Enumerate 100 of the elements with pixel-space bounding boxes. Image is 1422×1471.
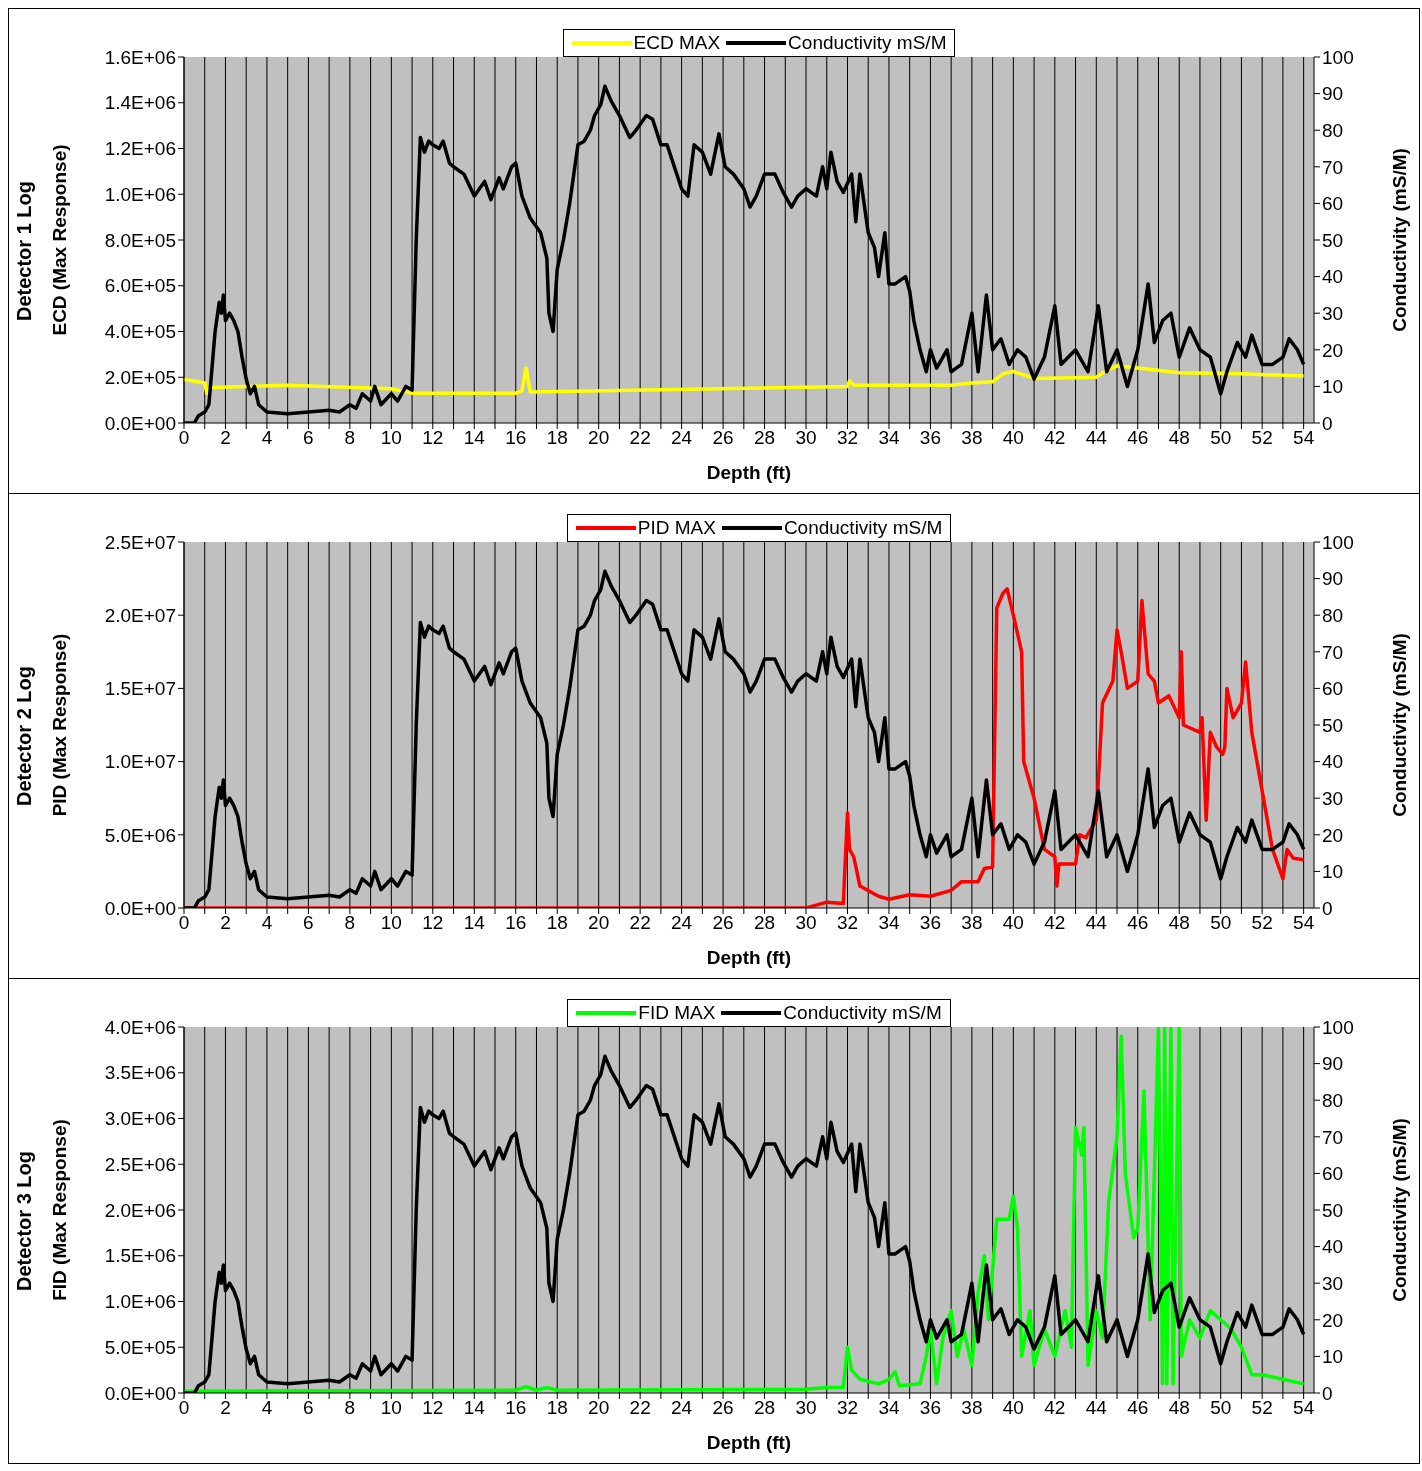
x-tick-label: 16 xyxy=(505,427,527,449)
x-tick-label: 24 xyxy=(671,912,693,934)
y2-tick-label: 50 xyxy=(1322,1199,1344,1221)
x-tick-label: 30 xyxy=(795,1397,817,1419)
text: Detector 2 Log xyxy=(12,665,36,807)
y2-tick-label: 100 xyxy=(1322,46,1354,68)
x-tick-label: 52 xyxy=(1251,912,1273,934)
x-tick-label: 22 xyxy=(629,912,651,934)
x-tick-label: 38 xyxy=(961,1397,983,1419)
y2-tick-label: 20 xyxy=(1322,1309,1344,1331)
x-tick-label: 46 xyxy=(1127,1397,1149,1419)
y-tick-label: 2.0E+06 xyxy=(104,1199,176,1221)
y-tick-label: 4.0E+05 xyxy=(104,321,176,343)
x-tick-label: 40 xyxy=(1002,1397,1024,1419)
y-tick-label: 1.0E+06 xyxy=(104,1291,176,1313)
x-tick-label: 28 xyxy=(753,427,776,449)
x-tick-label: 12 xyxy=(422,427,444,449)
x-tick-label: 36 xyxy=(919,912,941,934)
x-tick-label: 54 xyxy=(1293,912,1315,934)
y2-tick-label: 70 xyxy=(1322,156,1344,178)
y-tick-label: 5.0E+05 xyxy=(104,1336,176,1358)
y-tick-label: 2.0E+05 xyxy=(104,366,176,388)
y-tick-label: 2.0E+07 xyxy=(104,604,176,626)
y2-tick-label: 50 xyxy=(1322,714,1344,736)
y2-tick-label: 100 xyxy=(1322,531,1354,553)
y2-tick-label: 50 xyxy=(1322,229,1344,251)
x-tick-label: 42 xyxy=(1044,1397,1066,1419)
x-tick-label: 48 xyxy=(1168,427,1190,449)
y2-tick-label: 70 xyxy=(1322,641,1344,663)
y2-tick-label: 90 xyxy=(1322,83,1344,105)
x-tick-label: 20 xyxy=(588,427,610,449)
text: Detector 1 Log xyxy=(12,180,36,322)
y-axis-title: ECD (Max Response) xyxy=(48,144,70,336)
x-tick-label: 26 xyxy=(712,912,734,934)
x-tick-label: 12 xyxy=(422,1397,444,1419)
y2-tick-label: 30 xyxy=(1322,787,1344,809)
y2-tick-label: 30 xyxy=(1322,302,1344,324)
y-tick-label: 1.0E+06 xyxy=(104,183,176,205)
x-tick-label: 26 xyxy=(712,427,734,449)
x-tick-label: 18 xyxy=(546,427,568,449)
x-tick-label: 20 xyxy=(588,1397,610,1419)
y-tick-label: 0.0E+00 xyxy=(104,412,176,434)
x-tick-label: 14 xyxy=(463,1397,486,1419)
x-tick-label: 16 xyxy=(505,1397,527,1419)
x-tick-label: 26 xyxy=(712,1397,734,1419)
legend-label: Conductivity mS/M xyxy=(783,1002,942,1024)
x-tick-label: 42 xyxy=(1044,912,1066,934)
x-axis-title: Depth (ft) xyxy=(706,947,792,968)
x-tick-label: 50 xyxy=(1210,427,1232,449)
y-tick-label: 0.0E+00 xyxy=(104,1382,176,1404)
x-tick-label: 28 xyxy=(753,912,776,934)
x-tick-label: 38 xyxy=(961,427,983,449)
x-tick-label: 40 xyxy=(1002,427,1024,449)
y-tick-label: 5.0E+06 xyxy=(104,824,176,846)
x-tick-label: 10 xyxy=(380,427,402,449)
x-tick-label: 14 xyxy=(463,912,486,934)
y2-tick-label: 10 xyxy=(1322,861,1344,883)
x-tick-label: 16 xyxy=(505,912,527,934)
x-tick-label: 32 xyxy=(836,427,859,449)
x-tick-label: 0 xyxy=(178,427,190,449)
y-tick-label: 2.5E+06 xyxy=(104,1153,176,1175)
x-tick-label: 44 xyxy=(1085,912,1108,934)
x-tick-label: 10 xyxy=(380,912,402,934)
y-axis-title: FID (Max Response) xyxy=(48,1119,70,1301)
x-tick-label: 4 xyxy=(261,1397,273,1419)
y2-axis-title: Conductivity (mS/M) xyxy=(1388,1118,1410,1302)
x-tick-label: 52 xyxy=(1251,1397,1273,1419)
x-tick-label: 0 xyxy=(178,912,190,934)
x-tick-label: 42 xyxy=(1044,427,1066,449)
y2-tick-label: 90 xyxy=(1322,568,1344,590)
y2-tick-label: 20 xyxy=(1322,824,1344,846)
x-tick-label: 48 xyxy=(1168,1397,1190,1419)
x-tick-label: 36 xyxy=(919,427,941,449)
x-tick-label: 32 xyxy=(836,1397,859,1419)
legend-label: ECD MAX xyxy=(633,32,721,54)
y-tick-label: 1.6E+06 xyxy=(104,46,176,68)
y2-tick-label: 0 xyxy=(1322,1382,1333,1404)
x-tick-label: 36 xyxy=(919,1397,941,1419)
y-tick-label: 1.5E+07 xyxy=(104,678,176,700)
y2-tick-label: 10 xyxy=(1322,376,1344,398)
x-tick-label: 0 xyxy=(178,1397,190,1419)
x-tick-label: 32 xyxy=(836,912,859,934)
y-tick-label: 1.5E+06 xyxy=(104,1245,176,1267)
y-tick-label: 0.0E+00 xyxy=(104,897,176,919)
legend-label: Conductivity mS/M xyxy=(788,32,947,54)
text: Detector 3 Log xyxy=(12,1150,36,1292)
x-tick-label: 2 xyxy=(220,427,231,449)
x-tick-label: 48 xyxy=(1168,912,1190,934)
x-tick-label: 14 xyxy=(463,427,486,449)
y2-tick-label: 40 xyxy=(1322,751,1344,773)
y2-tick-label: 70 xyxy=(1322,1126,1344,1148)
x-tick-label: 12 xyxy=(422,912,444,934)
x-tick-label: 52 xyxy=(1251,427,1273,449)
y2-tick-label: 40 xyxy=(1322,1236,1344,1258)
x-tick-label: 10 xyxy=(380,1397,402,1419)
x-tick-label: 24 xyxy=(671,1397,693,1419)
x-tick-label: 34 xyxy=(878,1397,900,1419)
legend-label: Conductivity mS/M xyxy=(783,517,943,539)
y2-tick-label: 40 xyxy=(1322,266,1344,288)
y2-tick-label: 60 xyxy=(1322,193,1344,215)
